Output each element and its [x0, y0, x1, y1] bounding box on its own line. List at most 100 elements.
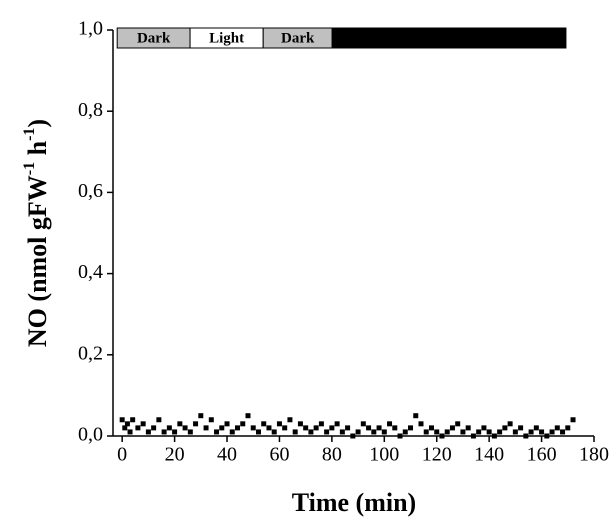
point	[418, 421, 424, 427]
y-axis-label: NO (nmol gFW-1 h-1)	[21, 119, 52, 347]
point	[151, 425, 157, 431]
x-tick-label: 160	[527, 444, 557, 466]
y-tick-label: 1,0	[78, 18, 103, 40]
point	[439, 433, 445, 439]
phase-bar	[331, 27, 567, 49]
point	[119, 417, 125, 423]
point	[376, 425, 382, 431]
point	[329, 425, 335, 431]
point	[292, 429, 298, 435]
point	[460, 429, 466, 435]
point	[282, 425, 288, 431]
phase-label: Light	[209, 30, 244, 46]
point	[518, 425, 524, 431]
y-tick-label: 0,6	[78, 180, 103, 202]
point	[476, 429, 482, 435]
point	[177, 421, 183, 427]
point	[355, 429, 361, 435]
point	[371, 429, 377, 435]
x-tick-label: 80	[322, 444, 342, 466]
point	[481, 425, 487, 431]
point	[428, 425, 434, 431]
point	[198, 413, 204, 419]
point	[140, 421, 146, 427]
point	[350, 433, 356, 439]
y-label-part: NO (nmol gFW	[23, 175, 52, 347]
point	[507, 421, 513, 427]
point	[208, 417, 214, 423]
point	[219, 425, 225, 431]
point	[276, 421, 282, 427]
point	[245, 413, 251, 419]
x-tick-label: 140	[474, 444, 504, 466]
point	[345, 425, 351, 431]
x-tick-label: 40	[217, 444, 237, 466]
point	[560, 429, 566, 435]
point	[434, 429, 440, 435]
point	[387, 421, 393, 427]
point	[533, 425, 539, 431]
point	[449, 425, 455, 431]
point	[287, 417, 293, 423]
point	[486, 429, 492, 435]
point	[554, 425, 560, 431]
point	[122, 425, 128, 431]
point	[392, 425, 398, 431]
point	[193, 421, 199, 427]
point	[130, 417, 136, 423]
point	[261, 421, 267, 427]
x-tick-label: 100	[369, 444, 399, 466]
phase-label: Dark	[281, 30, 315, 46]
point	[297, 421, 303, 427]
point	[544, 433, 550, 439]
point	[266, 425, 272, 431]
point	[491, 433, 497, 439]
point	[235, 425, 241, 431]
point	[381, 429, 387, 435]
point	[565, 425, 571, 431]
point	[156, 417, 162, 423]
point	[172, 429, 178, 435]
point	[214, 429, 220, 435]
y-label-sup: -1	[21, 128, 38, 141]
point	[339, 429, 345, 435]
point	[523, 433, 529, 439]
point	[271, 429, 277, 435]
point	[366, 425, 372, 431]
point	[124, 421, 130, 427]
point	[145, 429, 151, 435]
y-label-part: )	[23, 119, 52, 128]
point	[203, 425, 209, 431]
point	[470, 433, 476, 439]
point	[402, 429, 408, 435]
point	[455, 421, 461, 427]
point	[570, 417, 576, 423]
point	[539, 429, 545, 435]
y-tick-label: 0,4	[78, 261, 103, 283]
point	[497, 429, 503, 435]
point	[187, 429, 193, 435]
point	[512, 429, 518, 435]
point	[255, 429, 261, 435]
x-tick-label: 20	[165, 444, 185, 466]
point	[166, 425, 172, 431]
point	[182, 425, 188, 431]
point	[444, 429, 450, 435]
point	[549, 429, 555, 435]
x-tick-label: 60	[269, 444, 289, 466]
point	[135, 425, 141, 431]
point	[360, 421, 366, 427]
point	[224, 421, 230, 427]
point	[313, 425, 319, 431]
point	[502, 425, 508, 431]
point	[465, 425, 471, 431]
y-label-part: h	[23, 140, 52, 162]
x-tick-label: 120	[422, 444, 452, 466]
point	[413, 413, 419, 419]
point	[423, 429, 429, 435]
y-label-sup: -1	[21, 162, 38, 175]
point	[240, 421, 246, 427]
point	[303, 425, 309, 431]
